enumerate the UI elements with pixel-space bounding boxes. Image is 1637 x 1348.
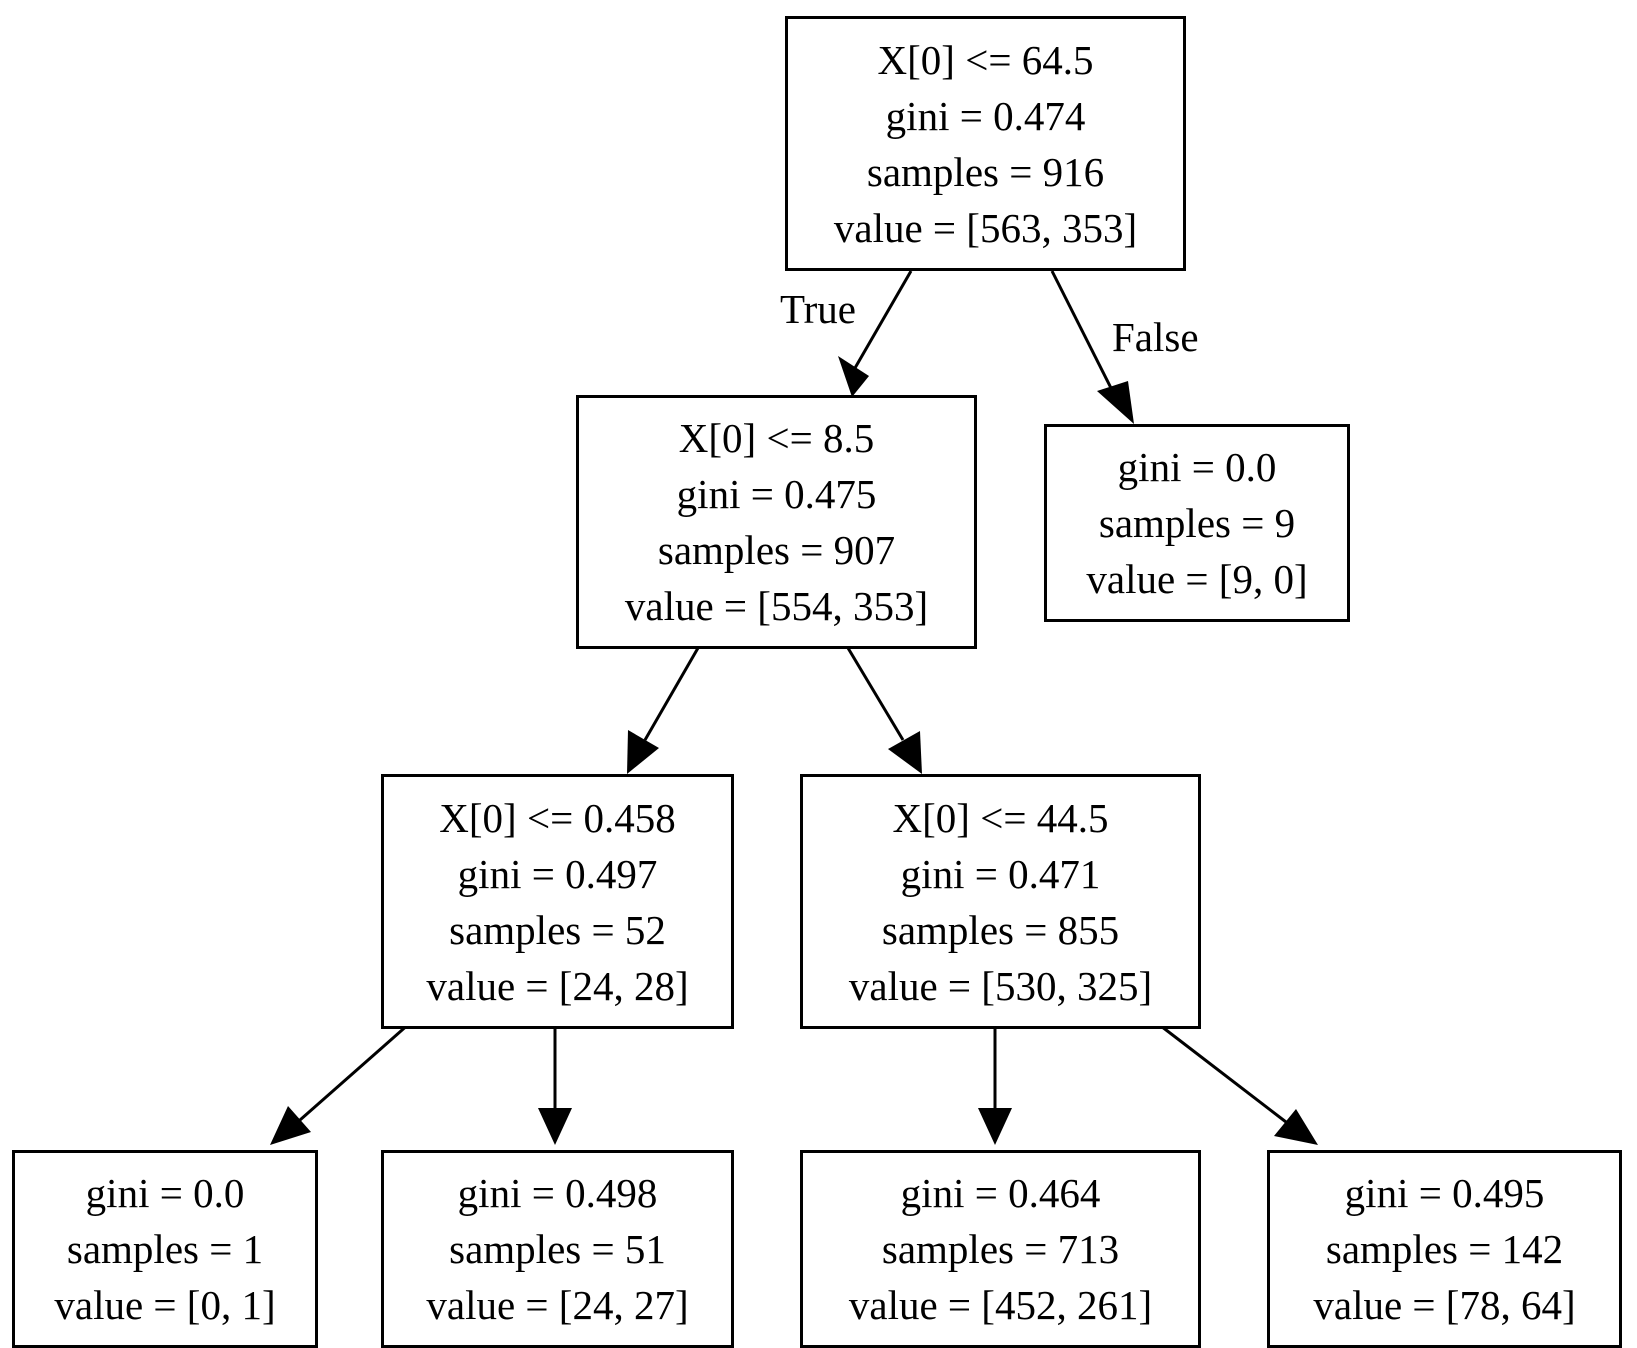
gini-value: gini = 0.0 (85, 1170, 245, 1216)
edge-label-false: False (1112, 314, 1199, 360)
tree-node-right-2: X[0] <= 44.5 gini = 0.471 samples = 855 … (800, 774, 1201, 1029)
edge-n0-n1 (853, 270, 913, 369)
edge-label-true: True (780, 286, 856, 332)
edge-n4-n8 (1156, 1021, 1287, 1124)
tree-node-leaf-3c: gini = 0.464 samples = 713 value = [452,… (800, 1150, 1201, 1348)
class-values: value = [530, 325] (848, 962, 1153, 1009)
class-values: value = [554, 353] (624, 583, 929, 629)
edge-n1-n3 (643, 647, 700, 741)
samples-count: samples = 907 (657, 527, 896, 573)
samples-count: samples = 916 (866, 148, 1105, 195)
edge-n1-n4-arrowhead (888, 731, 922, 774)
gini-value: gini = 0.464 (900, 1170, 1101, 1216)
edge-n0-n1-arrowhead (838, 356, 869, 397)
edge-n1-n3-arrowhead (627, 730, 659, 774)
class-values: value = [563, 353] (833, 204, 1138, 251)
edge-n3-n5-arrowhead (270, 1106, 311, 1145)
split-condition: X[0] <= 64.5 (877, 36, 1094, 83)
gini-value: gini = 0.497 (457, 850, 658, 897)
class-values: value = [0, 1] (54, 1282, 276, 1328)
class-values: value = [24, 27] (426, 1282, 689, 1328)
samples-count: samples = 52 (449, 906, 666, 953)
class-values: value = [9, 0] (1086, 556, 1308, 602)
edge-n3-n5 (299, 1021, 411, 1122)
edge-n0-n2-arrowhead (1097, 381, 1134, 424)
samples-count: samples = 9 (1098, 500, 1296, 546)
gini-value: gini = 0.0 (1117, 444, 1277, 490)
gini-value: gini = 0.495 (1344, 1170, 1545, 1216)
split-condition: X[0] <= 44.5 (892, 794, 1109, 841)
tree-node-leaf-3b: gini = 0.498 samples = 51 value = [24, 2… (381, 1150, 734, 1348)
samples-count: samples = 713 (881, 1226, 1120, 1272)
tree-node-leaf-right-1: gini = 0.0 samples = 9 value = [9, 0] (1044, 424, 1350, 622)
gini-value: gini = 0.471 (900, 850, 1101, 897)
tree-node-root: X[0] <= 64.5 gini = 0.474 samples = 916 … (785, 16, 1186, 271)
tree-node-leaf-3a: gini = 0.0 samples = 1 value = [0, 1] (12, 1150, 318, 1348)
samples-count: samples = 1 (66, 1226, 264, 1272)
gini-value: gini = 0.475 (676, 471, 877, 517)
tree-node-left-1: X[0] <= 8.5 gini = 0.475 samples = 907 v… (576, 395, 977, 649)
samples-count: samples = 51 (449, 1226, 666, 1272)
edge-n3-n6-arrowhead (538, 1108, 572, 1145)
edge-n1-n4 (846, 647, 905, 741)
edge-n4-n8-arrowhead (1274, 1109, 1318, 1145)
class-values: value = [452, 261] (848, 1282, 1153, 1328)
edge-n0-n2 (1050, 270, 1116, 395)
samples-count: samples = 142 (1325, 1226, 1564, 1272)
samples-count: samples = 855 (881, 906, 1120, 953)
gini-value: gini = 0.474 (885, 92, 1086, 139)
class-values: value = [78, 64] (1313, 1282, 1576, 1328)
gini-value: gini = 0.498 (457, 1170, 658, 1216)
tree-node-left-2: X[0] <= 0.458 gini = 0.497 samples = 52 … (381, 774, 734, 1029)
class-values: value = [24, 28] (426, 962, 689, 1009)
edge-n4-n7-arrowhead (978, 1108, 1012, 1145)
split-condition: X[0] <= 0.458 (439, 794, 676, 841)
tree-node-leaf-3d: gini = 0.495 samples = 142 value = [78, … (1267, 1150, 1622, 1348)
split-condition: X[0] <= 8.5 (678, 415, 875, 461)
